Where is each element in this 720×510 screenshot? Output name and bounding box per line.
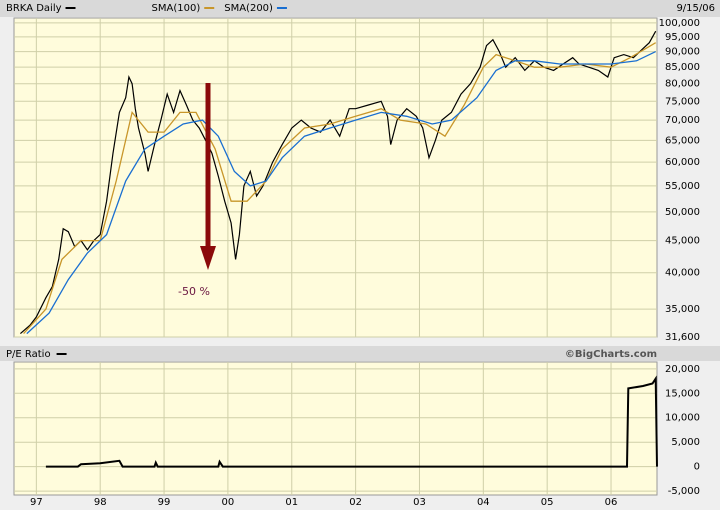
y-tick-label: 35,000	[665, 304, 700, 315]
y-tick-label: 60,000	[665, 157, 700, 168]
y-tick-label: 75,000	[665, 96, 700, 107]
grid	[14, 18, 657, 338]
date: 9/15/06	[676, 3, 715, 14]
y-tick-label: 80,000	[665, 79, 700, 90]
lines	[20, 30, 658, 468]
annotation-arrowhead	[200, 246, 216, 270]
y-tick-label: 50,000	[665, 207, 700, 218]
y-tick-label: 55,000	[665, 181, 700, 192]
y-tick-label: 31,600	[665, 332, 700, 343]
y-tick-label: 5,000	[671, 437, 700, 448]
y-tick-label: 15,000	[665, 388, 700, 399]
y-tick-label: 40,000	[665, 268, 700, 279]
header-strip	[0, 0, 720, 17]
header-strip	[0, 346, 720, 361]
y-tick-label: -5,000	[668, 486, 700, 497]
x-tick-label: 03	[413, 497, 426, 508]
y-tick-label: 65,000	[665, 135, 700, 146]
annotation: -50 %	[178, 285, 210, 298]
x-tick-label: 04	[477, 497, 490, 508]
y-tick-label: 90,000	[665, 47, 700, 58]
y-tick-label: 85,000	[665, 62, 700, 73]
x-tick-label: 00	[222, 497, 235, 508]
plot-area	[13, 17, 658, 338]
series-line	[45, 375, 658, 468]
y-tick-label: 0	[694, 462, 700, 473]
series-line	[26, 51, 656, 335]
credit: ©BigCharts.com	[565, 349, 657, 360]
y-tick-label: 100,000	[659, 18, 700, 29]
x-tick-label: 05	[541, 497, 554, 508]
legend-label: SMA(200)	[224, 3, 273, 14]
legend-label: P/E Ratio	[6, 349, 51, 360]
x-tick-label: 02	[349, 497, 362, 508]
legend: BRKA Daily SMA(100) SMA(200) P/E Ratio	[6, 3, 287, 360]
y-tick-label: 70,000	[665, 115, 700, 126]
x-tick-label: 97	[30, 497, 43, 508]
x-tick-label: 98	[94, 497, 107, 508]
y-tick-label: 10,000	[665, 413, 700, 424]
legend-label: SMA(100)	[152, 3, 201, 14]
y-tick-label: 45,000	[665, 236, 700, 247]
x-tick-label: 01	[285, 497, 298, 508]
y-tick-label: 20,000	[665, 364, 700, 375]
series-line	[23, 42, 657, 335]
plot-area	[13, 361, 658, 496]
x-tick-label: 99	[158, 497, 171, 508]
x-tick-label: 06	[605, 497, 618, 508]
legend-label: BRKA Daily	[6, 3, 62, 14]
y-tick-label: 95,000	[665, 32, 700, 43]
